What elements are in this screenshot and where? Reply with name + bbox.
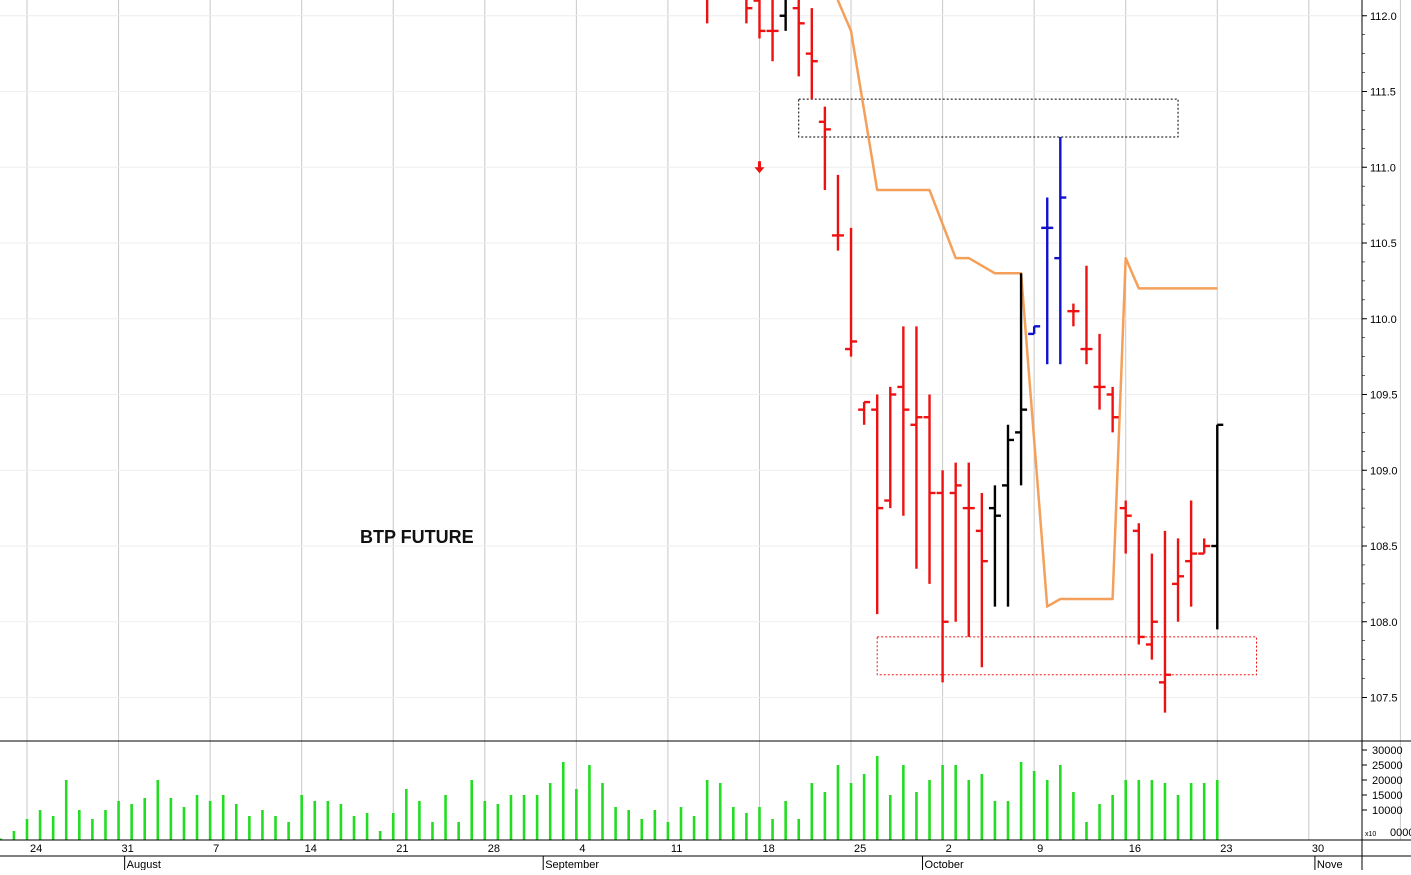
ohlc-bar	[805, 8, 818, 100]
volume-tick-label: 15000	[1372, 790, 1403, 802]
price-tick-label: 112.0	[1370, 11, 1397, 23]
trend-line	[836, 0, 1218, 608]
date-tick-label: 23	[1220, 843, 1232, 855]
ohlc-bar	[845, 227, 858, 357]
ohlc-bar	[705, 0, 709, 24]
date-tick-label: 24	[30, 843, 42, 855]
date-tick-label: 31	[122, 843, 134, 855]
date-tick-label: 18	[762, 843, 774, 855]
ohlc-bar	[1015, 273, 1028, 486]
volume-tick-label: 0000	[1390, 827, 1411, 839]
ohlc-bar	[1158, 530, 1171, 713]
price-tick-label: 109.0	[1370, 465, 1398, 477]
date-tick-label: 21	[396, 843, 408, 855]
price-tick-label: 109.5	[1370, 390, 1398, 402]
ohlc-bar	[962, 462, 975, 637]
ohlc-bar	[1002, 424, 1014, 607]
price-tick-label: 111.0	[1370, 162, 1396, 174]
price-tick-label: 110.5	[1370, 238, 1397, 250]
volume-multiplier-label: x10	[1365, 831, 1376, 838]
date-tick-label: 25	[854, 843, 866, 855]
ohlc-bar	[753, 0, 766, 39]
down-arrow-icon	[754, 161, 765, 174]
date-tick-label: 28	[488, 843, 500, 855]
month-label: August	[127, 859, 161, 870]
month-label: Nove	[1317, 859, 1343, 870]
ohlc-bar	[910, 326, 923, 569]
volume-tick-label: 30000	[1372, 745, 1403, 757]
price-tick-label: 108.0	[1370, 617, 1398, 629]
ohlc-bar	[1185, 500, 1198, 607]
ohlc-bar	[988, 485, 1001, 607]
volume-tick-label: 10000	[1372, 805, 1403, 817]
ohlc-bar	[884, 386, 897, 509]
volume-tick-label: 25000	[1372, 760, 1403, 772]
price-tick-label: 107.5	[1370, 693, 1398, 705]
ohlc-bar	[1198, 538, 1211, 555]
ohlc-bar	[1211, 423, 1224, 630]
ohlc-bar	[858, 400, 871, 425]
chart-title: BTP FUTURE	[360, 527, 474, 547]
price-tick-label: 110.0	[1370, 314, 1397, 326]
ohlc-bar	[792, 0, 805, 77]
ohlc-bar	[745, 0, 753, 24]
ohlc-bar	[766, 0, 779, 62]
ohlc-bar	[831, 174, 844, 251]
ohlc-bar	[975, 492, 988, 668]
date-tick-label: 14	[305, 843, 317, 855]
ohlc-bar	[897, 326, 910, 516]
ohlc-bar	[1172, 538, 1185, 622]
resistance-zone-box	[798, 98, 1179, 138]
ohlc-bar	[1054, 136, 1067, 365]
date-tick-label: 16	[1129, 843, 1141, 855]
ohlc-bar	[1145, 553, 1158, 660]
ohlc-bar	[923, 394, 936, 584]
price-tick-label: 111.5	[1370, 87, 1396, 99]
ohlc-bar	[818, 106, 831, 190]
date-tick-label: 11	[671, 843, 682, 855]
ohlc-bar	[1106, 386, 1119, 433]
ohlc-bar	[1067, 303, 1080, 327]
date-tick-label: 30	[1312, 843, 1324, 855]
date-tick-label: 4	[579, 843, 585, 855]
date-tick-label: 2	[946, 843, 952, 855]
ohlc-bar	[936, 470, 949, 683]
ohlc-bar	[1041, 197, 1054, 365]
ohlc-bar	[949, 462, 962, 622]
date-tick-label: 7	[213, 843, 219, 855]
ohlc-bar	[1080, 265, 1093, 365]
month-label: September	[545, 859, 599, 870]
volume-tick-label: 20000	[1372, 775, 1403, 787]
month-label: October	[925, 859, 964, 870]
ohlc-bar	[1119, 500, 1132, 554]
ohlc-bar	[871, 394, 884, 615]
price-tick-label: 108.5	[1370, 541, 1398, 553]
ohlc-bar	[1093, 333, 1106, 410]
ohlc-bar	[779, 0, 787, 31]
date-tick-label: 9	[1037, 843, 1043, 855]
ohlc-bar	[1132, 523, 1145, 645]
support-zone-box	[876, 636, 1258, 676]
ohlc-bar	[1028, 325, 1041, 336]
